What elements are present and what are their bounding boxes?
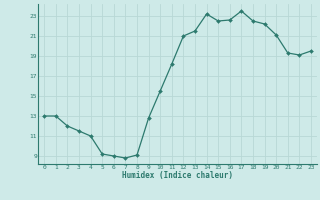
X-axis label: Humidex (Indice chaleur): Humidex (Indice chaleur)	[122, 171, 233, 180]
